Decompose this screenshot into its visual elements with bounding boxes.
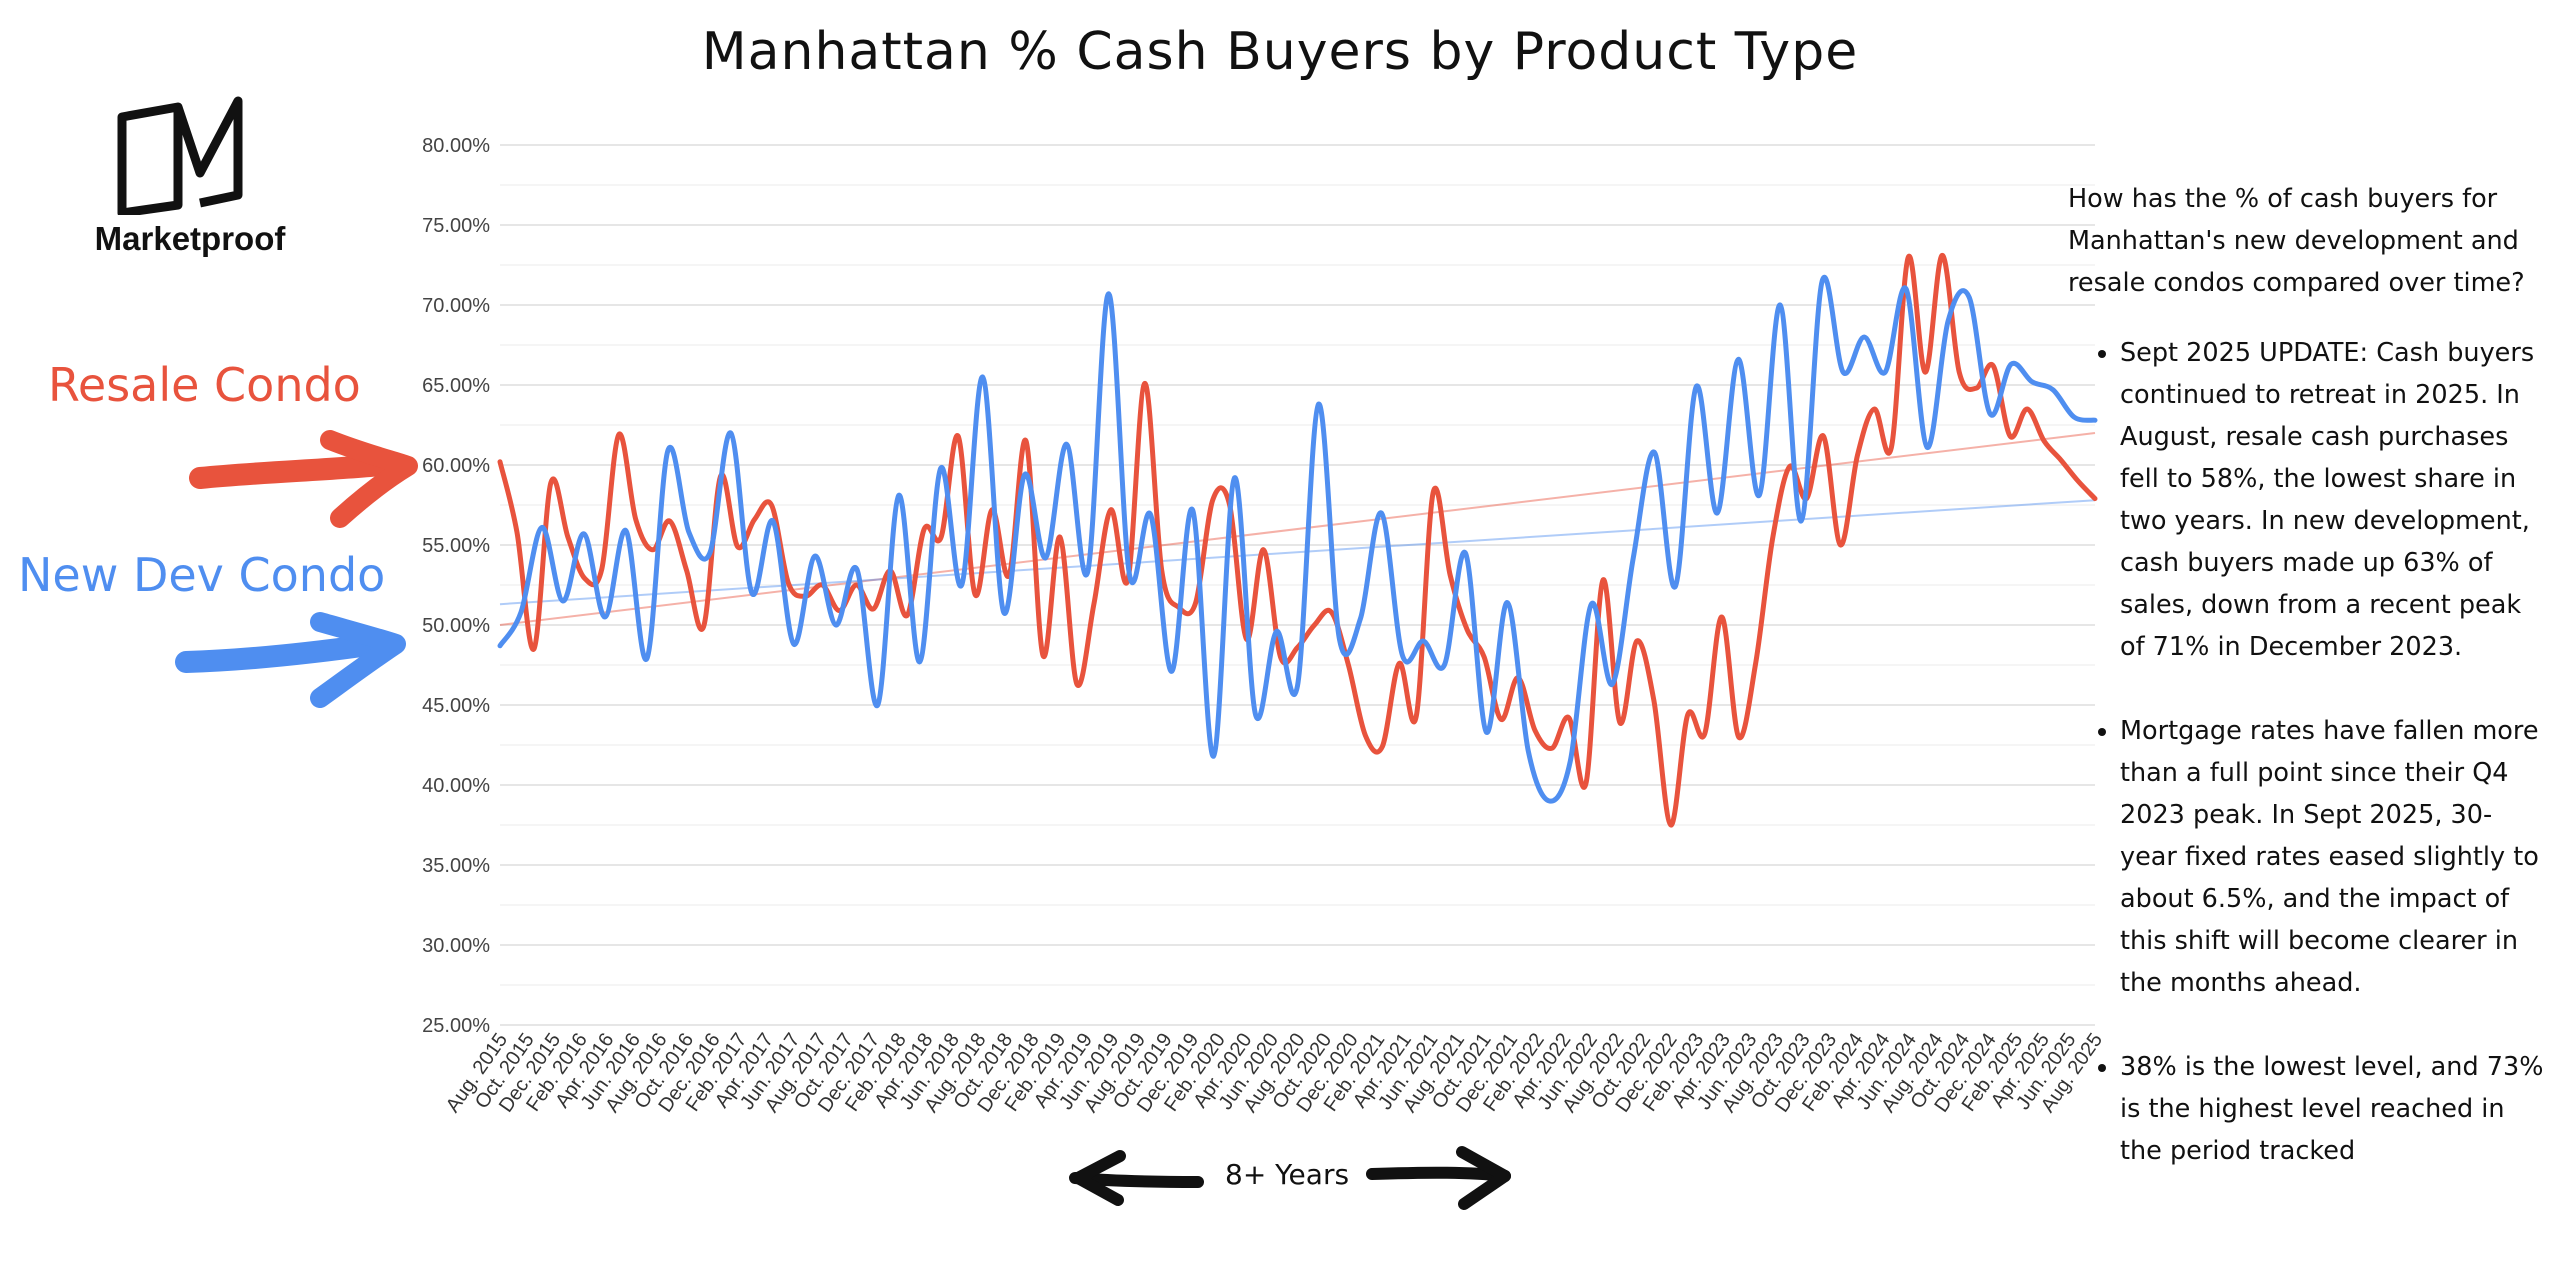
trendline bbox=[499, 499, 2096, 606]
left-arrowhead-icon bbox=[1072, 1150, 1126, 1206]
new-dev-arrowhead-icon bbox=[310, 612, 406, 708]
marketproof-logo: Marketproof bbox=[60, 95, 320, 275]
grid-lines bbox=[500, 144, 2095, 1026]
right-arrow-icon bbox=[1366, 1166, 1511, 1182]
years-span-label: 8+ Years bbox=[1225, 1158, 1350, 1191]
y-tick-label: 60.00% bbox=[422, 455, 490, 477]
commentary-bullet: 38% is the lowest level, and 73% is the … bbox=[2120, 1046, 2548, 1172]
y-tick-label: 55.00% bbox=[422, 535, 490, 557]
y-tick-label: 80.00% bbox=[422, 135, 490, 157]
resale-condo-label: Resale Condo bbox=[48, 358, 361, 412]
commentary-question: How has the % of cash buyers for Manhatt… bbox=[2068, 184, 2525, 298]
commentary-panel: How has the % of cash buyers for Manhatt… bbox=[2068, 178, 2548, 1214]
commentary-bullet: Sept 2025 UPDATE: Cash buyers continued … bbox=[2120, 332, 2548, 668]
resale-condo-series-line bbox=[497, 252, 2098, 828]
commentary-bullets: Sept 2025 UPDATE: Cash buyers continued … bbox=[2068, 332, 2548, 1172]
logo-mark-icon bbox=[117, 96, 243, 218]
y-tick-label: 25.00% bbox=[422, 1015, 490, 1037]
logo-wordmark: Marketproof bbox=[94, 220, 286, 257]
new-dev-condo-label: New Dev Condo bbox=[18, 548, 386, 602]
chart-title: Manhattan % Cash Buyers by Product Type bbox=[701, 22, 1859, 82]
y-tick-label: 35.00% bbox=[422, 855, 490, 877]
y-tick-label: 30.00% bbox=[422, 935, 490, 957]
new-dev-arrow-icon bbox=[175, 633, 387, 673]
y-tick-label: 50.00% bbox=[422, 615, 490, 637]
resale-arrow-icon bbox=[189, 454, 391, 489]
y-tick-label: 75.00% bbox=[422, 215, 490, 237]
commentary-bullet: Mortgage rates have fallen more than a f… bbox=[2120, 710, 2548, 1004]
y-axis: 25.00% 30.00% 35.00% 40.00% 45.00% 50.00% 55.0… bbox=[422, 135, 490, 1037]
y-tick-label: 70.00% bbox=[422, 295, 490, 317]
right-arrowhead-icon bbox=[1456, 1146, 1511, 1210]
y-tick-label: 45.00% bbox=[422, 695, 490, 717]
resale-arrowhead-icon bbox=[320, 430, 418, 528]
y-tick-label: 40.00% bbox=[422, 775, 490, 797]
y-tick-label: 65.00% bbox=[422, 375, 490, 397]
new-dev-condo-series-line bbox=[497, 275, 2098, 804]
